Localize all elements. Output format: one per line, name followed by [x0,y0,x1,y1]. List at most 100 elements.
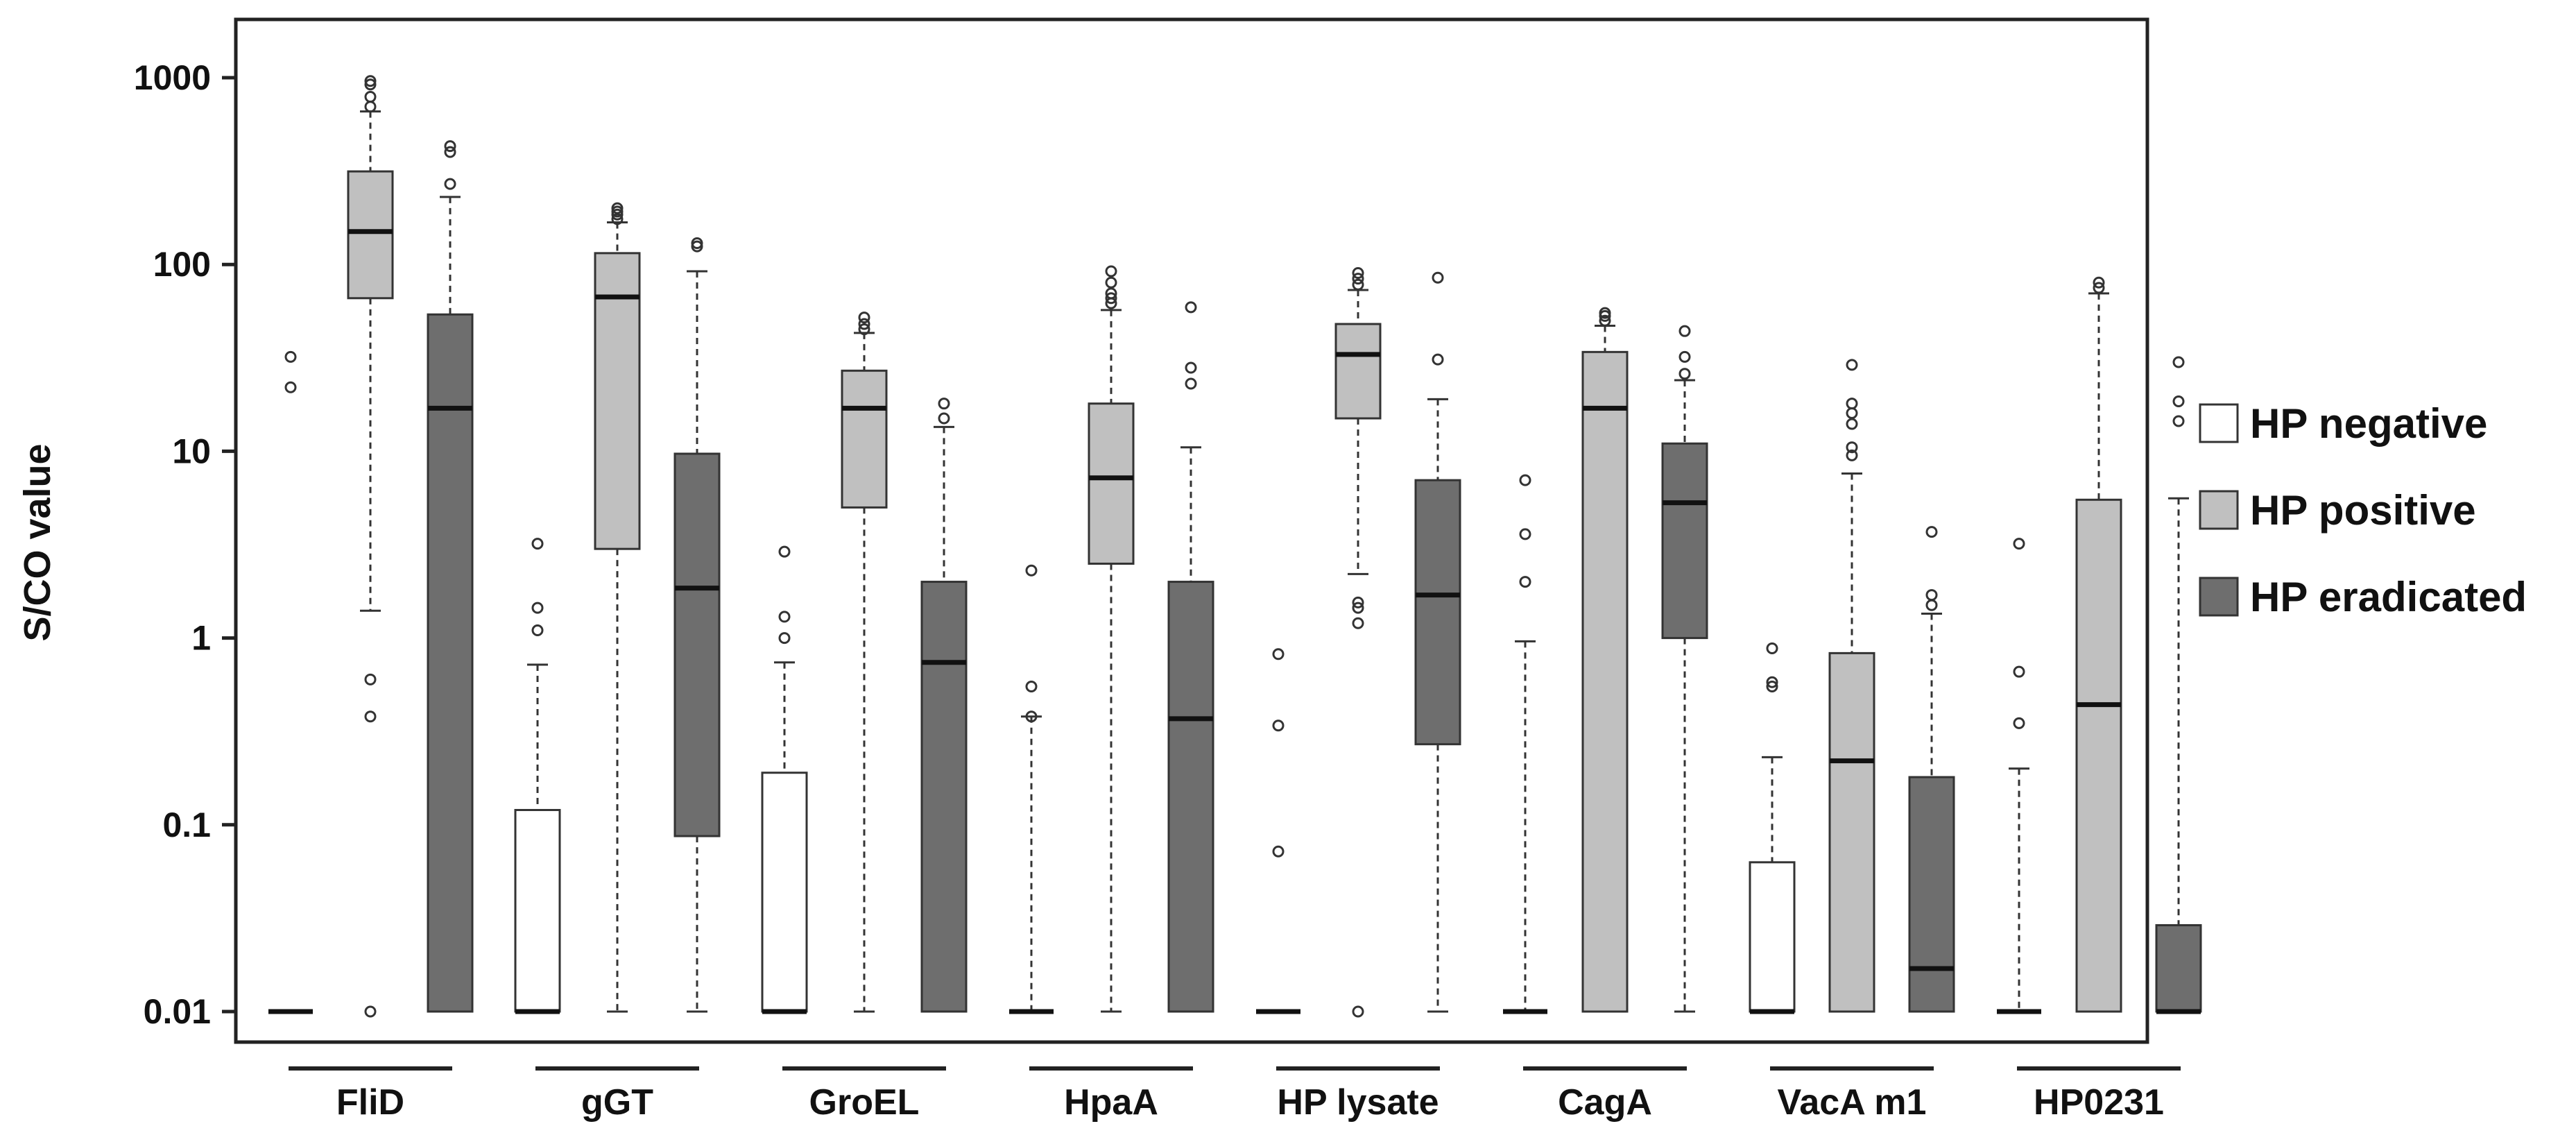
legend-swatch [2199,403,2239,443]
box-groel-series-1 [761,545,808,1014]
y-tick-label: 0.1 [162,806,211,844]
outlier-point [1766,680,1778,692]
box-vaca-m1-series-1 [1749,642,1796,1014]
outlier-point [858,323,870,336]
outlier-point [1846,449,1858,461]
outlier-point [1352,278,1364,291]
outlier-point [444,146,456,158]
box-caga-series-1 [1503,474,1547,1014]
outlier-point [1185,361,1197,374]
outlier-point [1105,265,1117,278]
box-iqr [1334,323,1382,420]
outlier-point [778,545,791,558]
outlier-point [1925,526,1938,538]
category-axis: FliD gGT GroEL HpaA HP lysate CagA VacA m1 HP02… [289,1066,2181,1123]
outlier-point [1846,359,1858,371]
box-hp0231-series-1 [1997,538,2041,1014]
outlier-point [1678,368,1691,380]
y-tick-label: 100 [153,245,211,284]
outlier-point [531,538,544,550]
outlier-point [938,398,950,410]
outlier-point [2093,276,2105,289]
outlier-point [2172,415,2185,427]
outlier-point [691,237,703,250]
box-iqr [1167,581,1214,1013]
box-groel-series-2 [841,312,888,1013]
outlier-point [2013,717,2025,729]
legend: HP negative HP positive HP eradicated [2199,400,2527,620]
box-flid-series-1 [268,350,313,1014]
box-hpaa-series-2 [1088,265,1135,1013]
outlier-point [611,213,624,225]
box-vaca-m1-series-3 [1908,526,1955,1013]
legend-swatch [2199,577,2239,617]
y-tick-label: 1000 [134,58,211,97]
outlier-point [2093,282,2105,294]
outlier-point [364,673,377,685]
outlier-point [1846,418,1858,430]
outlier-point [1678,325,1691,337]
outlier-point [778,611,791,623]
category-label: HpaA [1064,1082,1158,1123]
box-vaca-m1-series-2 [1828,359,1875,1013]
box-iqr [1581,350,1629,1013]
box-iqr [2075,498,2122,1013]
box-flid-series-3 [427,140,474,1013]
outlier-point [1352,617,1364,629]
box-iqr [920,581,968,1013]
outlier-point [1105,287,1117,300]
outlier-point [1432,353,1444,366]
outlier-point [284,381,297,393]
category-label: FliD [336,1082,404,1123]
outlier-point [1846,398,1858,410]
plot-frame [234,17,2149,1044]
box-iqr [761,772,808,1013]
box-iqr [427,313,474,1013]
box-hpaa-series-1 [1009,564,1054,1014]
y-axis-title: S/CO value [17,443,58,641]
outlier-point [1766,642,1778,655]
outlier-point [611,202,624,214]
category-label: HP lysate [1277,1082,1439,1123]
outlier-point [1185,377,1197,390]
outlier-point [1432,271,1444,284]
box-iqr [1749,861,1796,1013]
box-hp0231-series-3 [2155,356,2202,1014]
box-caga-series-3 [1661,325,1708,1013]
box-iqr [841,369,888,509]
y-axis: 0.01 0.1 1 10 100 1000 [134,58,236,1031]
box-ggt-series-1 [514,538,561,1014]
outlier-point [1352,596,1364,608]
y-tick-label: 10 [172,432,211,470]
box-hp-lysate-series-1 [1256,648,1300,1014]
outlier-point [1599,314,1611,327]
box-iqr [1828,651,1875,1013]
legend-label: HP positive [2250,487,2476,534]
outlier-point [531,602,544,614]
outlier-point [1352,1005,1364,1018]
outlier-point [1105,292,1117,305]
outlier-point [364,91,377,103]
box-groel-series-3 [920,398,968,1013]
outlier-point [531,624,544,636]
box-ggt-series-3 [673,237,721,1013]
box-iqr [1414,479,1461,746]
outlier-point [858,312,870,324]
category-label: GroEL [809,1082,920,1123]
box-iqr [347,170,394,300]
outlier-point [364,1005,377,1018]
box-hp-lysate-series-3 [1414,271,1461,1013]
outlier-point [1025,680,1038,692]
outlier-point [938,412,950,425]
outlier-point [1272,648,1285,661]
outlier-point [284,350,297,363]
outlier-point [1025,710,1038,723]
outlier-point [2013,665,2025,678]
box-iqr [2155,924,2202,1013]
outlier-point [1599,307,1611,319]
box-ggt-series-2 [594,202,641,1013]
box-iqr [514,808,561,1013]
box-iqr [1661,442,1708,640]
outlier-point [1846,441,1858,454]
